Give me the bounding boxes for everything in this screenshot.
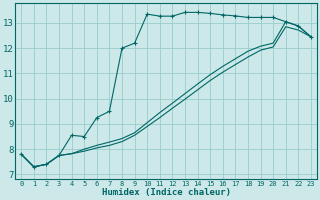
X-axis label: Humidex (Indice chaleur): Humidex (Indice chaleur) <box>101 188 231 197</box>
